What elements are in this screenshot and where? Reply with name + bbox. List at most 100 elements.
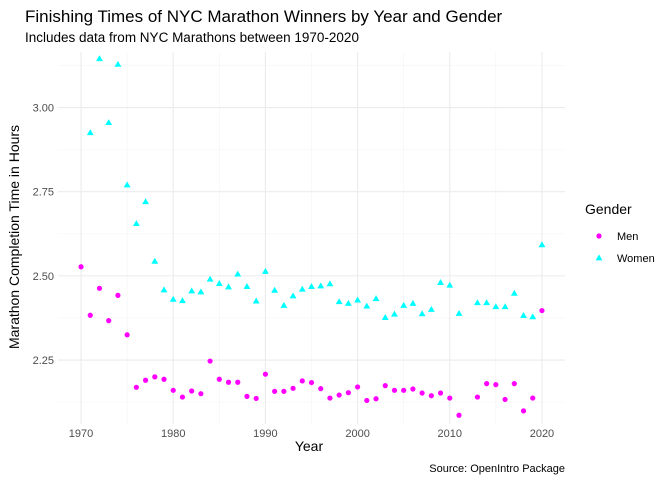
x-tick-label: 2020 [530,428,554,440]
data-point-men [530,395,536,401]
data-point-women [96,55,103,62]
data-point-men [327,395,333,401]
chart-title: Finishing Times of NYC Marathon Winners … [25,7,503,26]
data-point-men [474,394,481,400]
chart-caption: Source: OpenIntro Package [429,463,565,475]
data-point-women [335,298,343,305]
data-point-men [502,396,508,403]
data-point-men [179,394,186,400]
data-point-women [520,311,527,318]
data-point-women [169,295,177,302]
data-point-women [381,314,389,320]
data-point-men [520,408,527,414]
legend-label-women: Women [617,253,655,265]
data-point-men [253,395,259,402]
y-tick-label: 3.00 [33,103,54,115]
data-point-women [483,299,491,306]
data-point-men [78,264,84,270]
data-point-men [161,376,167,382]
data-point-men [133,384,139,390]
data-point-women [243,283,251,289]
data-point-women [252,297,260,304]
data-point-men [281,388,287,394]
data-point-women [492,303,500,310]
x-tick-label: 1990 [253,428,277,440]
data-point-women [197,288,205,295]
axis-ticks: 1970 1980 1990 2000 2010 2020 2.25 2.50 2.75 3.00 [33,103,555,440]
data-point-men [354,384,361,390]
y-tick-label: 2.50 [33,271,54,283]
data-point-men [308,379,315,386]
data-point-women [400,301,408,308]
data-point-men [225,379,232,385]
x-tick-label: 2010 [438,428,462,440]
data-point-women [225,283,232,290]
legend-key-women [595,254,603,261]
data-point-men [410,386,416,392]
data-point-women [151,257,159,264]
data-point-women [179,297,186,304]
data-point-men [198,391,204,397]
y-tick-label: 2.75 [33,187,54,199]
data-point-men [456,412,462,418]
data-point-men [124,332,130,338]
data-points [78,55,546,418]
data-point-women [446,281,454,288]
data-point-women [326,280,334,287]
data-point-men [244,393,250,399]
y-tick-label: 2.25 [33,355,54,367]
data-point-women [142,198,149,205]
legend-label-men: Men [617,231,638,243]
data-point-women [123,181,131,188]
series-women [86,55,546,320]
data-point-men [391,387,398,393]
data-point-women [86,129,94,136]
data-point-men [142,377,149,383]
data-point-men [336,392,342,398]
data-point-men [299,378,305,384]
data-point-women [529,313,537,320]
data-point-men [207,358,213,364]
data-point-men [152,374,158,380]
data-point-women [105,119,113,126]
data-point-men [382,383,388,389]
data-point-men [373,396,379,402]
x-tick-label: 1980 [161,428,185,440]
data-point-men [115,292,121,298]
data-point-men [419,390,425,396]
data-point-men [511,381,517,387]
data-point-men [235,379,241,385]
data-point-men [428,393,434,399]
data-point-men [447,395,453,401]
data-point-men [401,387,407,393]
data-point-women [215,280,223,286]
data-point-women [234,270,242,277]
data-point-women [261,267,269,274]
data-point-men [216,376,222,382]
data-point-women [501,303,509,310]
x-tick-label: 2000 [345,428,369,440]
data-point-women [510,289,518,296]
data-point-women [354,296,362,303]
x-axis-title: Year [295,438,324,454]
data-point-women [271,286,279,293]
data-point-women [114,60,122,67]
data-point-women [427,305,435,312]
data-point-women [455,309,463,316]
legend-items: Men Women [595,231,655,265]
data-point-women [298,285,306,292]
x-tick-label: 1970 [69,428,93,440]
data-point-men [318,386,324,392]
data-point-men [262,371,269,377]
data-point-men [290,385,296,391]
data-point-men [189,388,195,394]
data-point-women [372,295,380,302]
y-axis-title: Marathon Completion Time in Hours [6,125,22,349]
legend-title: Gender [585,201,632,217]
data-point-women [437,279,444,285]
data-point-women [308,283,315,289]
data-point-men [87,312,93,318]
data-point-women [289,292,297,299]
data-point-women [391,310,398,317]
